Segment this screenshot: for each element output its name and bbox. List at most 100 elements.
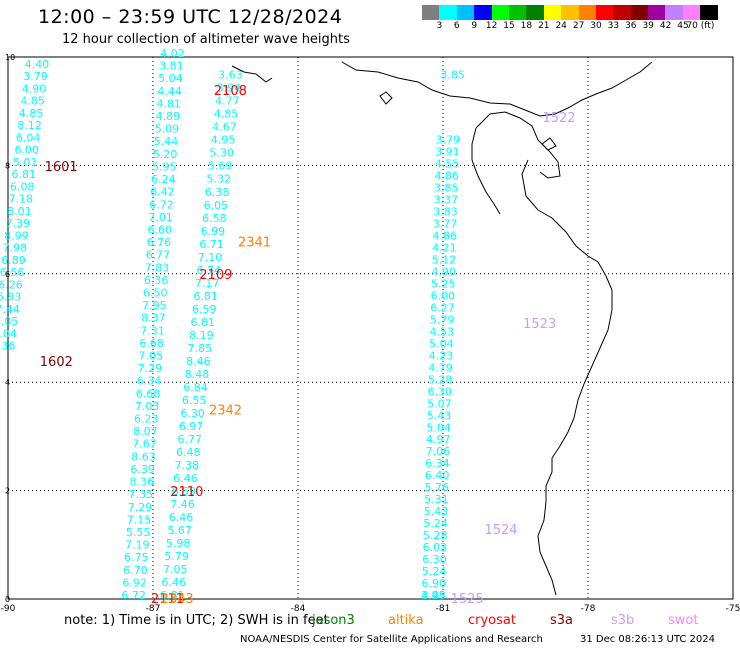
wave-height-point: 5.20: [153, 148, 178, 161]
wave-height-point: 3.77: [433, 218, 458, 231]
wave-height-point: 4.02: [160, 47, 185, 60]
wave-height-point: 4.53: [429, 325, 454, 338]
colorbar-swatch: [561, 5, 579, 20]
wave-height-point: 4.85: [19, 107, 44, 120]
colorbar-swatch: [543, 5, 562, 20]
pass-labels: 1601 1602 2108 2109 2110 2111 2341 2342 2343 1522…: [40, 84, 576, 607]
wave-height-point: 6.24: [151, 173, 176, 186]
wave-height-point: 7.06: [426, 445, 451, 458]
wave-height-point: 6.00: [431, 289, 456, 302]
wave-height-point: 6.90: [421, 577, 446, 590]
wave-height-point: 5.76: [425, 481, 450, 494]
wave-height-point: 5.44: [154, 135, 179, 148]
pass-time-label: 2109: [199, 268, 232, 283]
wave-height-point: 6.08: [10, 180, 35, 193]
wave-height-point: 6.30: [422, 553, 447, 566]
wave-height-point: 8.12: [17, 119, 42, 132]
wave-height-point: 8.63: [131, 450, 156, 463]
wave-height-point: 5.55: [126, 526, 151, 539]
wave-height-point: 6.71: [199, 238, 224, 251]
legend-item-altika: altika: [388, 613, 424, 628]
wave-height-point: 7.10: [198, 251, 223, 264]
colorbar-label: 6: [453, 21, 460, 31]
wave-height-point: 3.79: [436, 134, 461, 147]
colorbar-swatch: [648, 5, 666, 20]
wave-height-point: 6.55: [182, 394, 207, 407]
wave-height-point: 4.79: [428, 361, 453, 374]
generated-timestamp: 31 Dec 08:26:13 UTC 2024: [580, 634, 715, 645]
footer-note: note: 1) Time is in UTC; 2) SWH is in fe…: [64, 613, 329, 628]
wave-height-point: 6.46: [173, 472, 198, 485]
pass-time-label: 2110: [170, 485, 203, 500]
y-tick-label: 2: [5, 487, 10, 496]
colorbar-label: 45: [677, 21, 689, 31]
wave-height-point: 3.91: [435, 146, 460, 159]
wave-height-point: 6.89: [1, 254, 26, 267]
wave-height-point: 7.44: [0, 303, 20, 316]
wave-height-point: 3.63: [218, 69, 243, 82]
wave-height-point: 6.81: [193, 290, 218, 303]
wave-height-point: 8.07: [133, 425, 158, 438]
wave-height-point: 6.03: [423, 541, 448, 554]
wave-height-point: 8.99: [4, 229, 29, 242]
wave-height-point: 7.01: [148, 211, 173, 224]
wave-height-point: 6.74: [196, 264, 221, 277]
wave-height-point: 4.40: [25, 58, 50, 71]
wave-height-point: 6.99: [201, 225, 226, 238]
wave-height-point: 4.77: [215, 95, 240, 108]
colorbar-label: 24: [555, 21, 567, 31]
wave-height-point: 6.84: [183, 381, 208, 394]
colorbar-label: 15: [503, 21, 515, 31]
wave-height-point: 7.29: [128, 501, 153, 514]
wave-height-point: 7.38: [175, 459, 200, 472]
wave-height-point: 5.24: [423, 517, 448, 530]
wave-height-point: 4.86: [433, 230, 458, 243]
wave-height-point: 6.59: [192, 303, 217, 316]
wave-height-point: 3.81: [159, 60, 184, 73]
colorbar-swatch: [422, 5, 440, 20]
wave-height-point: 8.19: [189, 329, 214, 342]
colorbar-swatch: [439, 5, 457, 20]
wave-height-point: 7.17: [195, 277, 220, 290]
wave-height-point: 6.68: [136, 387, 161, 400]
wave-height-point: 7.98: [3, 242, 28, 255]
colorbar-swatch: [700, 5, 718, 20]
wave-height-point: 4.90: [22, 82, 47, 95]
colorbar-label: 42: [659, 21, 672, 31]
wave-height-point: 7.46: [170, 498, 195, 511]
y-tick-label: 6: [5, 270, 10, 279]
legend-item-swot: swot: [668, 613, 699, 628]
y-tick-label: 4: [5, 378, 10, 387]
wave-height-point: 3.83: [433, 206, 458, 219]
colorbar-swatch: [526, 5, 544, 20]
wave-height-point: 5.30: [209, 147, 234, 160]
pass-time-label: 2342: [209, 404, 242, 419]
colorbar-label: 33: [607, 21, 620, 31]
wave-height-point: 6.60: [147, 223, 172, 236]
colorbar-swatch: [578, 5, 596, 20]
wave-height-point: 6.38: [205, 186, 230, 199]
wave-height-point: 4.97: [426, 433, 451, 446]
wave-height-point: 6.75: [124, 551, 149, 564]
wave-height-point: 4.55: [435, 158, 460, 171]
colorbar-swatch: [595, 5, 614, 20]
wave-height-point: 7.04: [0, 327, 17, 340]
plot-frame: [7, 56, 734, 600]
wave-height-point: 7.36: [0, 340, 15, 353]
wave-height-point: 3.45: [421, 589, 446, 602]
pass-time-label: 2343: [161, 592, 194, 607]
chart-title: 12:00 – 23:59 UTC 12/28/2024: [38, 6, 343, 28]
grid-lines: [8, 57, 733, 599]
colorbar: [422, 5, 718, 20]
wave-height-point: 6.34: [425, 457, 450, 470]
colorbar-label: 12: [485, 21, 498, 31]
pass-time-label: 2111: [151, 592, 184, 607]
pass-time-label: 1522: [542, 111, 575, 126]
pass-time-label: 1525: [451, 592, 484, 607]
wave-height-point: 4.95: [211, 134, 236, 147]
wave-height-point: 4.23: [429, 349, 454, 362]
wave-height-point: 5.67: [167, 524, 192, 537]
colorbar-swatch: [456, 5, 475, 20]
wave-height-point: 5.04: [426, 421, 451, 434]
